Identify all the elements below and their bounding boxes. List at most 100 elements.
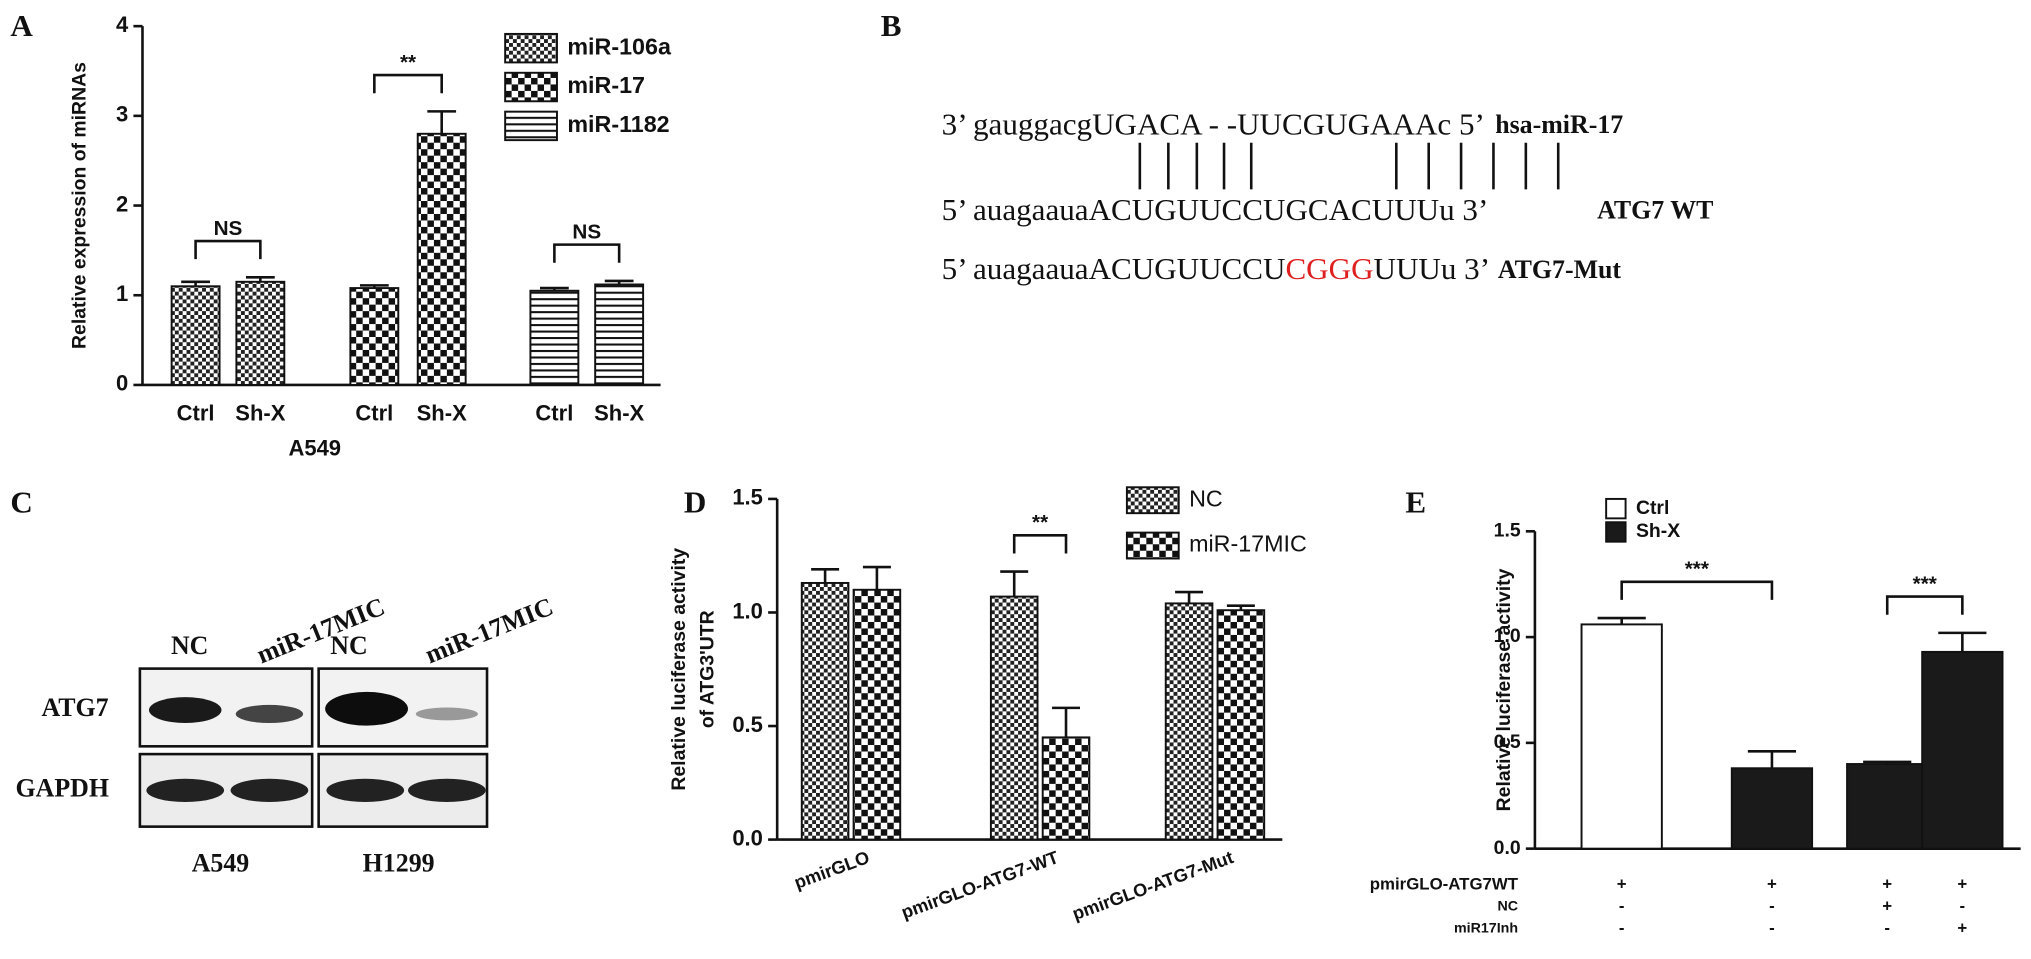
mirna-name: hsa-miR-17 [1495, 110, 1623, 139]
x-tick-label: Ctrl [177, 401, 215, 426]
seq-part: UUUu 3’ [1374, 251, 1491, 286]
legend-swatch [1605, 497, 1627, 520]
bar [1164, 602, 1214, 841]
seq-part: 5’ auagaauaACUGUUCCU [942, 251, 1286, 286]
legend-label: miR-106a [567, 33, 672, 59]
x-tick-label: pmirGLO-ATG7-Mut [1070, 847, 1236, 924]
legend-label: NC [1189, 485, 1223, 511]
condition-sign: - [1960, 896, 1966, 915]
y-tick-label: 1.0 [732, 598, 763, 623]
y-axis-label: of ATG3'UTR [697, 610, 719, 728]
y-tick-label: 2 [116, 191, 128, 216]
x-tick-label: Sh-X [417, 401, 467, 426]
condition-sign: + [1882, 896, 1892, 915]
x-tick-label: Ctrl [355, 401, 393, 426]
y-tick-label: 1 [116, 281, 128, 306]
bar [1580, 623, 1663, 850]
lane-label: NC [171, 631, 208, 660]
condition-sign: + [1617, 874, 1627, 893]
x-axis-label: A549 [288, 436, 341, 461]
condition-sign: + [1957, 874, 1967, 893]
y-axis-label: Relative expression of miRNAs [68, 62, 90, 349]
mutated-bases: CGGG [1285, 251, 1373, 286]
y-tick-label: 0.0 [1494, 837, 1521, 859]
y-tick-label: 0.0 [732, 825, 763, 850]
legend-label: miR-17MIC [1189, 531, 1307, 557]
significance-bracket [1620, 580, 1774, 600]
legend-swatch [504, 71, 558, 103]
lane-label: NC [330, 631, 367, 660]
panel-letter: D [684, 485, 706, 520]
legend-swatch [504, 32, 558, 64]
protein-label: GAPDH [16, 773, 110, 802]
y-tick-label: 4 [116, 12, 129, 37]
condition-sign: - [1884, 918, 1890, 937]
significance-label: ** [400, 51, 417, 74]
bar [594, 283, 645, 386]
legend-swatch [1605, 521, 1627, 543]
significance-label: *** [1913, 572, 1938, 595]
y-tick-label: 0 [116, 371, 128, 396]
bar [1041, 736, 1091, 841]
bar [1216, 609, 1266, 841]
bar [989, 595, 1039, 841]
wt-seq: 5’ auagaauaACUGUUCCUGCACUUUu 3’ [942, 192, 1489, 227]
bar [1921, 650, 2004, 850]
lane-label: miR-17MIC [421, 592, 557, 670]
y-tick-label: 1.0 [1494, 625, 1521, 647]
bar [416, 132, 467, 386]
cell-label: H1299 [363, 848, 435, 877]
condition-sign: + [1957, 918, 1967, 937]
bar [852, 588, 902, 841]
lane-label: miR-17MIC [253, 592, 389, 670]
wt-name: ATG7 WT [1597, 196, 1713, 225]
y-tick-label: 1.5 [1494, 519, 1521, 541]
bar [1846, 763, 1929, 850]
significance-label: *** [1685, 558, 1710, 581]
pairing-lines [1138, 142, 1560, 190]
x-tick-label: Ctrl [535, 401, 573, 426]
condition-sign: - [1619, 896, 1625, 915]
significance-label: NS [214, 217, 243, 240]
significance-bracket [553, 243, 621, 263]
bar [349, 287, 400, 386]
x-tick-label: Sh-X [235, 401, 285, 426]
condition-label: miR17Inh [1454, 921, 1518, 937]
legend-swatch [504, 110, 558, 142]
panel-letter: C [10, 485, 32, 520]
x-tick-label: Sh-X [594, 401, 644, 426]
significance-bracket [1885, 595, 1964, 615]
condition-sign: + [1767, 874, 1777, 893]
y-tick-label: 0.5 [732, 712, 763, 737]
y-axis-label: Relative luciferase activity [1493, 568, 1515, 811]
panel-letter: B [881, 8, 902, 43]
bar [235, 280, 286, 386]
legend-label: Sh-X [1636, 520, 1680, 542]
bar [800, 581, 850, 841]
legend-swatch [1125, 486, 1180, 515]
mut-name: ATG7-Mut [1498, 255, 1622, 284]
y-tick-label: 0.5 [1494, 731, 1521, 753]
condition-sign: - [1769, 918, 1775, 937]
protein-label: ATG7 [41, 693, 108, 722]
y-axis-label: Relative luciferase activity [668, 548, 690, 791]
x-tick-label: pmirGLO [791, 847, 872, 893]
bar [170, 285, 221, 386]
significance-bracket [1012, 534, 1068, 554]
y-tick-label: 3 [116, 102, 128, 127]
condition-sign: - [1769, 896, 1775, 915]
legend-label: miR-17 [567, 72, 645, 98]
condition-label: pmirGLO-ATG7WT [1370, 874, 1519, 893]
legend-label: Ctrl [1636, 497, 1669, 519]
significance-label: NS [572, 220, 601, 243]
significance-label: ** [1032, 511, 1049, 534]
condition-sign: - [1619, 918, 1625, 937]
cell-label: A549 [192, 848, 250, 877]
condition-label: NC [1498, 899, 1519, 915]
y-tick-label: 1.5 [732, 485, 763, 510]
legend-label: miR-1182 [567, 111, 669, 137]
mut-seq: 5’ auagaauaACUGUUCCUCGGGUUUu 3’ ATG7-Mut [942, 251, 1622, 286]
significance-bracket [373, 73, 443, 94]
panel-letter: E [1405, 485, 1426, 520]
